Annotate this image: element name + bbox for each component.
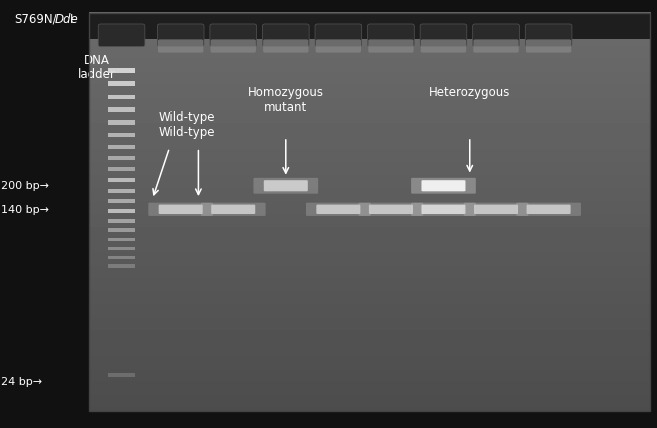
Text: 200 bp→: 200 bp→ [1,181,49,191]
FancyBboxPatch shape [315,24,361,47]
FancyBboxPatch shape [158,39,204,53]
FancyBboxPatch shape [411,203,476,216]
FancyBboxPatch shape [159,205,202,214]
Bar [108,120,135,125]
Text: Dde: Dde [55,13,78,26]
Bar [108,228,135,232]
FancyBboxPatch shape [422,205,466,214]
Bar [108,219,135,223]
Bar [108,68,135,73]
FancyBboxPatch shape [526,39,571,53]
Bar [89,13,650,39]
FancyBboxPatch shape [464,203,528,216]
FancyBboxPatch shape [98,24,145,47]
FancyBboxPatch shape [527,205,570,214]
Text: Wild-type
Wild-type: Wild-type Wild-type [159,111,215,139]
FancyBboxPatch shape [368,24,415,47]
Text: Heterozygous: Heterozygous [429,86,510,98]
Bar [108,209,135,213]
FancyBboxPatch shape [148,203,213,216]
FancyBboxPatch shape [210,24,256,47]
Bar [108,238,135,241]
FancyBboxPatch shape [316,39,361,53]
Bar [108,264,135,268]
Text: S769N/: S769N/ [14,13,57,26]
FancyBboxPatch shape [317,205,360,214]
FancyBboxPatch shape [368,39,413,53]
Bar [108,81,135,86]
Bar [108,199,135,203]
Bar [108,145,135,149]
FancyBboxPatch shape [212,205,255,214]
FancyBboxPatch shape [422,180,466,191]
FancyBboxPatch shape [472,24,519,47]
FancyBboxPatch shape [525,24,572,47]
Bar [108,107,135,112]
FancyBboxPatch shape [306,203,371,216]
Text: DNA
ladder: DNA ladder [78,54,116,81]
FancyBboxPatch shape [210,39,256,53]
Text: 140 bp→: 140 bp→ [1,205,49,215]
Bar [89,13,650,411]
FancyBboxPatch shape [516,203,581,216]
FancyBboxPatch shape [369,205,413,214]
Bar [108,156,135,160]
Text: Homozygous
mutant: Homozygous mutant [248,86,324,113]
FancyBboxPatch shape [254,178,318,193]
FancyBboxPatch shape [421,39,466,53]
FancyBboxPatch shape [201,203,265,216]
Bar [108,178,135,182]
Bar [108,247,135,250]
Text: I: I [70,13,74,26]
Text: 24 bp→: 24 bp→ [1,377,43,387]
Bar [108,189,135,193]
Bar [108,256,135,259]
FancyBboxPatch shape [474,205,518,214]
FancyBboxPatch shape [420,24,467,47]
FancyBboxPatch shape [263,39,309,53]
FancyBboxPatch shape [473,39,519,53]
FancyBboxPatch shape [262,24,309,47]
FancyBboxPatch shape [359,203,423,216]
FancyBboxPatch shape [263,180,307,191]
Bar [108,167,135,171]
FancyBboxPatch shape [411,178,476,193]
Bar [108,373,135,377]
Bar [108,95,135,99]
FancyBboxPatch shape [158,24,204,47]
Bar [108,133,135,137]
